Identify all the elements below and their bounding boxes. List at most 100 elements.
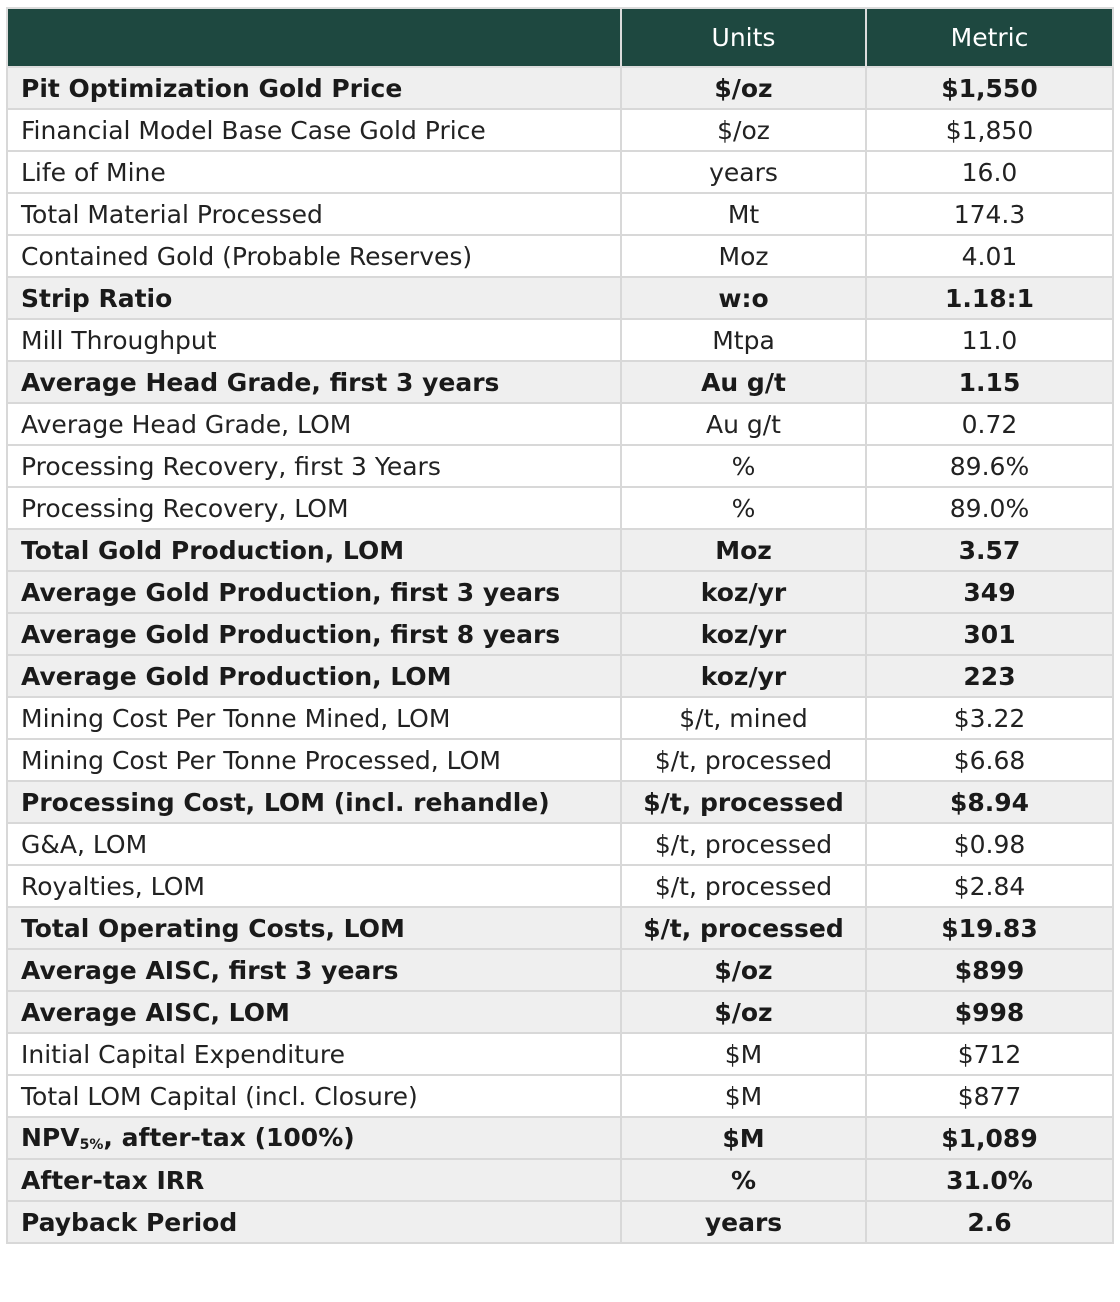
row-label: Strip Ratio bbox=[6, 276, 622, 320]
row-label-subscript: 5% bbox=[79, 1137, 104, 1153]
table-row: Average Gold Production, LOM koz/yr 223 bbox=[6, 654, 1114, 698]
row-metric-value: 3.57 bbox=[865, 528, 1114, 572]
row-metric-value: $8.94 bbox=[865, 780, 1114, 824]
row-label: Mining Cost Per Tonne Processed, LOM bbox=[6, 738, 622, 782]
table-row: Average Gold Production, first 3 years ko… bbox=[6, 570, 1114, 614]
row-units: $/oz bbox=[620, 66, 867, 110]
table-row: After-tax IRR% 31.0% bbox=[6, 1158, 1114, 1202]
row-units: $/t, processed bbox=[620, 906, 867, 950]
table-row: Total Material Processed Mt 174.3 bbox=[6, 192, 1114, 236]
row-metric-value: 1.15 bbox=[865, 360, 1114, 404]
row-label-text: Average Head Grade, first 3 years bbox=[21, 367, 500, 397]
row-label-text: NPV bbox=[21, 1123, 80, 1152]
row-units: Au g/t bbox=[620, 402, 867, 446]
table-row: Total Operating Costs, LOM $/t, processed… bbox=[6, 906, 1114, 950]
row-units: $/oz bbox=[620, 108, 867, 152]
row-label: Financial Model Base Case Gold Price bbox=[6, 108, 622, 152]
row-units: years bbox=[620, 150, 867, 194]
row-label-text: Average AISC, first 3 years bbox=[21, 955, 399, 985]
row-units: Moz bbox=[620, 234, 867, 278]
row-label-text: Processing Recovery, LOM bbox=[21, 493, 349, 523]
row-label: Average Gold Production, first 8 years bbox=[6, 612, 622, 656]
row-label-text: Processing Cost, LOM (incl. rehandle) bbox=[21, 787, 550, 817]
table-row: Average Head Grade, first 3 years Au g/t 1… bbox=[6, 360, 1114, 404]
table-row: Processing Recovery, first 3 Years% 89.6% bbox=[6, 444, 1114, 488]
row-label: Royalties, LOM bbox=[6, 864, 622, 908]
row-label-text: Total Gold Production, LOM bbox=[21, 535, 405, 565]
row-label: Processing Cost, LOM (incl. rehandle) bbox=[6, 780, 622, 824]
row-units: w:o bbox=[620, 276, 867, 320]
row-label-text: Total LOM Capital (incl. Closure) bbox=[21, 1081, 418, 1111]
row-label-text: Mining Cost Per Tonne Mined, LOM bbox=[21, 703, 451, 733]
row-metric-value: $899 bbox=[865, 948, 1114, 992]
table-header: Units Metric bbox=[6, 7, 1114, 68]
row-label: Average AISC, first 3 years bbox=[6, 948, 622, 992]
header-units: Units bbox=[620, 7, 867, 68]
table-row: Average AISC, first 3 years $/oz $899 bbox=[6, 948, 1114, 992]
row-units: $M bbox=[620, 1032, 867, 1076]
table-row: Life of Mine years 16.0 bbox=[6, 150, 1114, 194]
table-row: NPV5%, after-tax (100%) $M $1,089 bbox=[6, 1116, 1114, 1160]
row-label: NPV5%, after-tax (100%) bbox=[6, 1116, 622, 1160]
row-metric-value: $1,550 bbox=[865, 66, 1114, 110]
row-label-text: Average Gold Production, first 8 years bbox=[21, 619, 561, 649]
row-label: Average Gold Production, first 3 years bbox=[6, 570, 622, 614]
table-row: Average AISC, LOM $/oz $998 bbox=[6, 990, 1114, 1034]
row-units: % bbox=[620, 1158, 867, 1202]
row-units: koz/yr bbox=[620, 654, 867, 698]
row-units: Mt bbox=[620, 192, 867, 236]
row-label: Processing Recovery, LOM bbox=[6, 486, 622, 530]
row-label-text: Initial Capital Expenditure bbox=[21, 1039, 345, 1069]
row-label-text: G&A, LOM bbox=[21, 829, 148, 859]
row-label-text: Average Head Grade, LOM bbox=[21, 409, 352, 439]
row-metric-value: $877 bbox=[865, 1074, 1114, 1118]
row-units: $/t, processed bbox=[620, 780, 867, 824]
row-units: koz/yr bbox=[620, 612, 867, 656]
row-label-text: Mill Throughput bbox=[21, 325, 217, 355]
row-metric-value: 89.6% bbox=[865, 444, 1114, 488]
row-units: years bbox=[620, 1200, 867, 1244]
row-label-text: Pit Optimization Gold Price bbox=[21, 73, 403, 103]
table-body: Pit Optimization Gold Price $/oz $1,550 Fin… bbox=[6, 66, 1114, 1244]
row-label: Life of Mine bbox=[6, 150, 622, 194]
row-metric-value: 4.01 bbox=[865, 234, 1114, 278]
header-row: Units Metric bbox=[6, 7, 1114, 68]
table-row: Processing Cost, LOM (incl. rehandle) $/t… bbox=[6, 780, 1114, 824]
table-row: Pit Optimization Gold Price $/oz $1,550 bbox=[6, 66, 1114, 110]
row-units: $/oz bbox=[620, 948, 867, 992]
row-metric-value: 349 bbox=[865, 570, 1114, 614]
row-label: Mill Throughput bbox=[6, 318, 622, 362]
row-metric-value: 174.3 bbox=[865, 192, 1114, 236]
row-units: Moz bbox=[620, 528, 867, 572]
row-label-text: Royalties, LOM bbox=[21, 871, 205, 901]
row-label: Average Head Grade, LOM bbox=[6, 402, 622, 446]
row-units: $/t, processed bbox=[620, 822, 867, 866]
row-metric-value: $1,089 bbox=[865, 1116, 1114, 1160]
row-metric-value: $6.68 bbox=[865, 738, 1114, 782]
row-label: Pit Optimization Gold Price bbox=[6, 66, 622, 110]
table-row: Average Head Grade, LOM Au g/t 0.72 bbox=[6, 402, 1114, 446]
row-label-text: Financial Model Base Case Gold Price bbox=[21, 115, 486, 145]
row-label-suffix: , after-tax (100%) bbox=[103, 1123, 355, 1152]
table-row: Initial Capital Expenditure $M $712 bbox=[6, 1032, 1114, 1076]
table-row: Processing Recovery, LOM% 89.0% bbox=[6, 486, 1114, 530]
row-label-text: Life of Mine bbox=[21, 157, 166, 187]
table-row: Strip Ratio w:o 1.18:1 bbox=[6, 276, 1114, 320]
row-metric-value: $2.84 bbox=[865, 864, 1114, 908]
row-label: Total Operating Costs, LOM bbox=[6, 906, 622, 950]
row-metric-value: 223 bbox=[865, 654, 1114, 698]
row-metric-value: $712 bbox=[865, 1032, 1114, 1076]
row-label: Average Gold Production, LOM bbox=[6, 654, 622, 698]
row-metric-value: 11.0 bbox=[865, 318, 1114, 362]
row-metric-value: $3.22 bbox=[865, 696, 1114, 740]
row-label: Payback Period bbox=[6, 1200, 622, 1244]
row-metric-value: 1.18:1 bbox=[865, 276, 1114, 320]
header-metric: Metric bbox=[865, 7, 1114, 68]
row-metric-value: 2.6 bbox=[865, 1200, 1114, 1244]
table-row: Total LOM Capital (incl. Closure) $M $877 bbox=[6, 1074, 1114, 1118]
row-units: koz/yr bbox=[620, 570, 867, 614]
row-units: $/t, processed bbox=[620, 864, 867, 908]
row-label: Total Material Processed bbox=[6, 192, 622, 236]
row-units: Au g/t bbox=[620, 360, 867, 404]
table-row: Mining Cost Per Tonne Processed, LOM $/t,… bbox=[6, 738, 1114, 782]
